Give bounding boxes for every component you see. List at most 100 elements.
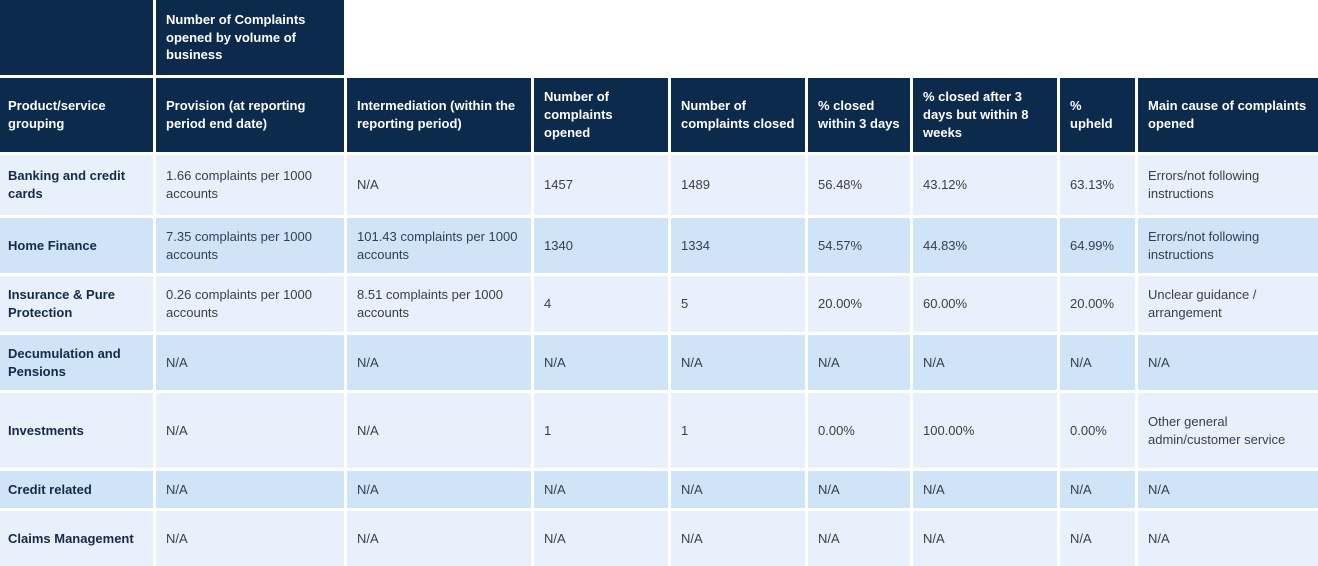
table-cell-complaints-opened: 1 [534, 393, 668, 468]
cell-value: 8.51 complaints per 1000 accounts [357, 287, 503, 320]
table-cell-closed-within-3-days: N/A [808, 511, 910, 566]
cell-value: Other general admin/customer service [1148, 413, 1286, 447]
cell-value: N/A [544, 530, 566, 546]
table-cell-complaints-closed: 5 [671, 276, 805, 332]
cell-value: 60.00% [923, 296, 968, 312]
cell-value: N/A [818, 530, 840, 546]
table-cell-main-cause: N/A [1138, 335, 1318, 390]
cell-value: 5 [681, 296, 689, 312]
cell-value: 101.43 complaints per 1000 accounts [357, 228, 518, 262]
table-cell-upheld: 20.00% [1060, 276, 1135, 332]
row-label-text: Insurance & Pure Protection [8, 287, 115, 320]
row-label: Insurance & Pure Protection [0, 276, 153, 332]
cell-value: 43.12% [923, 177, 968, 193]
table-cell-main-cause: Unclear guidance / arrangement [1138, 276, 1318, 332]
cell-value: 1457 [544, 177, 573, 193]
cell-value: 64.99% [1070, 237, 1115, 253]
table-cell-provision: N/A [156, 335, 344, 390]
column-header-label: Intermediation (within the reporting per… [357, 98, 516, 131]
row-label: Home Finance [0, 218, 153, 273]
cell-value: N/A [681, 530, 703, 546]
cell-value: N/A [1070, 481, 1092, 497]
table-cell-upheld: 63.13% [1060, 155, 1135, 215]
column-header-provision: Provision (at reporting period end date) [156, 78, 344, 152]
cell-value: N/A [1148, 530, 1170, 546]
column-header-product-service-grouping: Product/service grouping [0, 78, 153, 152]
cell-value: 54.57% [818, 237, 863, 253]
row-label: Claims Management [0, 511, 153, 566]
table-cell-provision: N/A [156, 393, 344, 468]
cell-value: 20.00% [1070, 296, 1115, 312]
cell-value: N/A [681, 481, 703, 497]
row-label-text: Claims Management [8, 530, 134, 546]
table-cell-complaints-closed: N/A [671, 511, 805, 566]
cell-value: 56.48% [818, 177, 863, 193]
table-cell-intermediation: N/A [347, 335, 531, 390]
table-cell-complaints-closed: N/A [671, 335, 805, 390]
row-label: Credit related [0, 471, 153, 508]
table-cell-closed-3-days-8-weeks: 100.00% [913, 393, 1057, 468]
cell-value: 1340 [544, 237, 573, 253]
table-cell-closed-within-3-days: 0.00% [808, 393, 910, 468]
table-cell-closed-3-days-8-weeks: 43.12% [913, 155, 1057, 215]
row-label: Decumulation and Pensions [0, 335, 153, 390]
column-header-label: Provision (at reporting period end date) [166, 98, 306, 131]
table-cell-provision: 0.26 complaints per 1000 accounts [156, 276, 344, 332]
table-cell-complaints-opened: 4 [534, 276, 668, 332]
table-cell-main-cause: N/A [1138, 511, 1318, 566]
group-header-label: Number of Complaints opened by volume of… [166, 11, 306, 63]
cell-value: N/A [923, 530, 945, 546]
cell-value: 63.13% [1070, 177, 1115, 193]
table-cell-provision: 7.35 complaints per 1000 accounts [156, 218, 344, 273]
table-cell-complaints-closed: 1334 [671, 218, 805, 273]
row-label-text: Decumulation and Pensions [8, 345, 121, 379]
cell-value: N/A [166, 354, 188, 370]
row-label: Investments [0, 393, 153, 468]
column-header-main-cause: Main cause of complaints opened [1138, 78, 1318, 152]
cell-value: N/A [357, 177, 379, 193]
row-label-text: Investments [8, 422, 84, 438]
table-cell-main-cause: Errors/not following instructions [1138, 155, 1318, 215]
cell-value: N/A [357, 422, 379, 438]
cell-value: 0.00% [1070, 422, 1107, 438]
table-cell-main-cause: Errors/not following instructions [1138, 218, 1318, 273]
cell-value: 1489 [681, 177, 710, 193]
column-header-complaints-closed: Number of complaints closed [671, 78, 805, 152]
table-cell-closed-3-days-8-weeks: N/A [913, 335, 1057, 390]
cell-value: N/A [923, 481, 945, 497]
corner-cell [0, 0, 153, 75]
cell-value: 0.26 complaints per 1000 accounts [166, 287, 312, 320]
column-header-label: Main cause of complaints opened [1148, 98, 1307, 131]
table-cell-upheld: N/A [1060, 335, 1135, 390]
cell-value: N/A [166, 530, 188, 546]
table-cell-intermediation: 8.51 complaints per 1000 accounts [347, 276, 531, 332]
table-cell-closed-3-days-8-weeks: 60.00% [913, 276, 1057, 332]
table-cell-provision: N/A [156, 471, 344, 508]
column-header-closed-3-days-8-weeks: % closed after 3 days but within 8 weeks [913, 78, 1057, 152]
cell-value: Unclear guidance / arrangement [1148, 287, 1257, 320]
table-cell-intermediation: N/A [347, 511, 531, 566]
cell-value: Errors/not following instructions [1148, 168, 1260, 201]
table-cell-closed-3-days-8-weeks: N/A [913, 471, 1057, 508]
column-header-label: Number of complaints opened [544, 89, 613, 140]
table-cell-main-cause: N/A [1138, 471, 1318, 508]
cell-value: N/A [544, 354, 566, 370]
cell-value: 1.66 complaints per 1000 accounts [166, 168, 312, 201]
group-header-cell: Number of Complaints opened by volume of… [156, 0, 344, 75]
top-spacer-cell [347, 0, 1318, 75]
cell-value: 1334 [681, 237, 710, 253]
row-label-text: Banking and credit cards [8, 168, 126, 201]
cell-value: N/A [544, 481, 566, 497]
row-label-text: Credit related [8, 481, 92, 497]
column-header-intermediation: Intermediation (within the reporting per… [347, 78, 531, 152]
cell-value: 100.00% [923, 422, 975, 438]
table-cell-closed-within-3-days: 54.57% [808, 218, 910, 273]
table-cell-complaints-closed: 1489 [671, 155, 805, 215]
table-cell-intermediation: 101.43 complaints per 1000 accounts [347, 218, 531, 273]
cell-value: N/A [818, 481, 840, 497]
cell-value: 1 [544, 422, 552, 438]
cell-value: Errors/not following instructions [1148, 228, 1260, 262]
table-cell-closed-within-3-days: N/A [808, 335, 910, 390]
